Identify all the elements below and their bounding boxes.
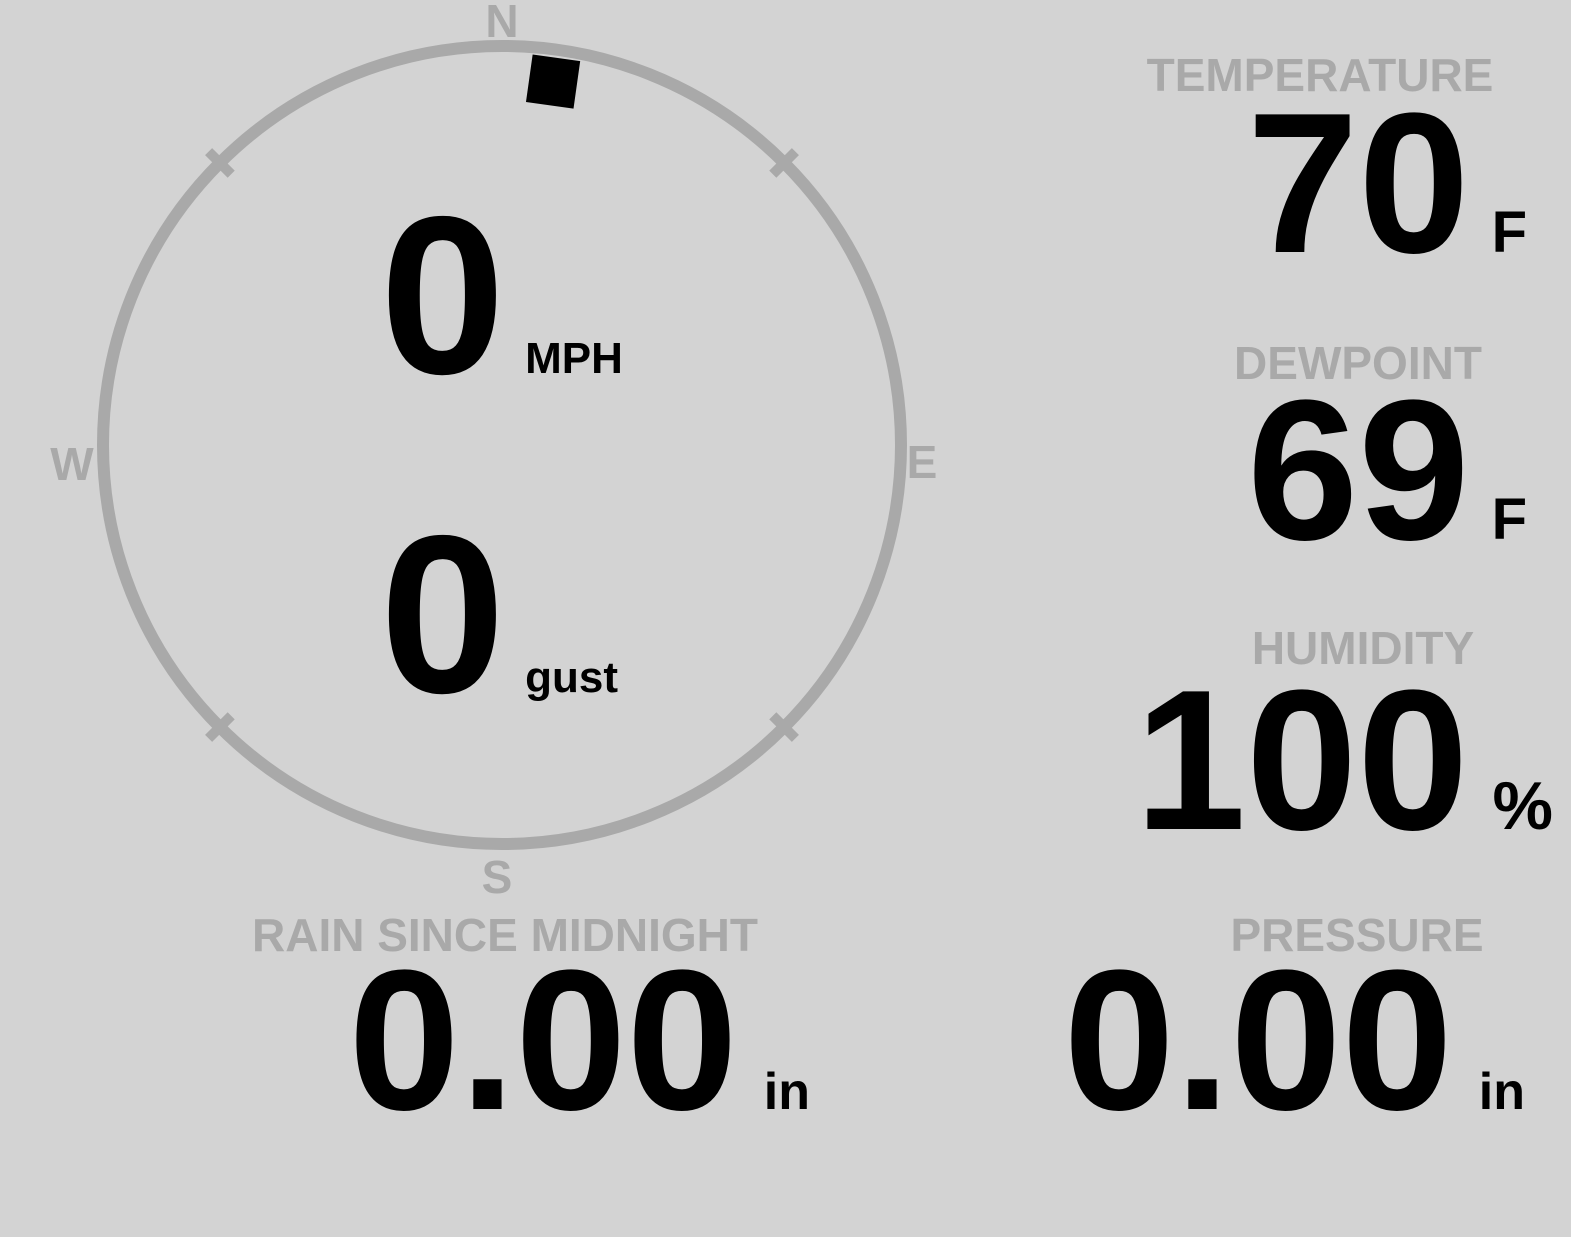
rain-reading: 0.00 in xyxy=(349,941,810,1141)
temperature-reading: 70 F xyxy=(1247,84,1527,284)
rain-unit: in xyxy=(763,1063,810,1121)
wind-speed-value: 0 xyxy=(380,169,506,421)
dewpoint-value: 69 xyxy=(1247,359,1470,582)
humidity-unit: % xyxy=(1492,768,1553,844)
humidity-value: 100 xyxy=(1134,649,1469,872)
compass-label-east: E xyxy=(906,436,938,488)
pressure-value: 0.00 xyxy=(1063,929,1453,1152)
wind-speed: 0 MPH xyxy=(380,183,623,408)
rain-value: 0.00 xyxy=(348,929,738,1152)
temperature-value: 70 xyxy=(1247,72,1470,295)
wind-direction-indicator xyxy=(525,54,581,109)
dewpoint-label: DEWPOINT xyxy=(1234,337,1482,389)
compass-label-south: S xyxy=(481,851,513,903)
compass-tick-northeast xyxy=(769,148,799,178)
compass-tick-northwest xyxy=(205,148,235,178)
wind-gust-unit: gust xyxy=(525,653,619,702)
pressure-reading: 0.00 in xyxy=(1064,941,1525,1141)
compass-tick-southwest xyxy=(205,712,235,742)
wind-gust-value: 0 xyxy=(380,488,506,740)
dewpoint-reading: 69 F xyxy=(1247,371,1527,571)
dewpoint-unit: F xyxy=(1491,487,1527,552)
compass-circle xyxy=(97,40,907,850)
compass-tick-southeast xyxy=(769,712,799,742)
humidity-label: HUMIDITY xyxy=(1251,622,1475,674)
humidity-reading: 100 % xyxy=(1135,661,1553,861)
compass-label-west: W xyxy=(50,438,94,490)
wind-direction-indicator-group xyxy=(525,54,581,109)
wind-gust: 0 gust xyxy=(380,502,618,727)
compass-label-north: N xyxy=(485,0,519,47)
temperature-label: TEMPERATURE xyxy=(1146,49,1494,101)
rain-label: RAIN SINCE MIDNIGHT xyxy=(252,909,758,961)
temperature-unit: F xyxy=(1491,200,1527,265)
pressure-unit: in xyxy=(1478,1063,1525,1121)
pressure-label: PRESSURE xyxy=(1230,909,1484,961)
wind-speed-unit: MPH xyxy=(525,334,623,383)
wind-compass xyxy=(97,40,907,850)
